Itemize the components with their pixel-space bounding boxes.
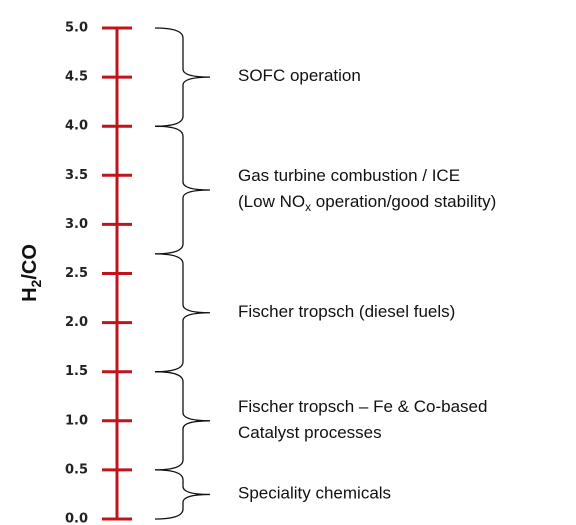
range-brace bbox=[154, 27, 211, 127]
axis-label: H2/CO bbox=[19, 244, 44, 302]
tick-label: 0.5 bbox=[65, 462, 88, 477]
label-part: Catalyst processes bbox=[238, 423, 382, 442]
range-label: (Low NOx operation/good stability) bbox=[238, 193, 496, 215]
range-brace bbox=[154, 253, 211, 373]
label-part: (Low NO bbox=[238, 193, 305, 212]
range-label: Fischer tropsch (diesel fuels) bbox=[238, 302, 455, 321]
tick-label: 1.5 bbox=[65, 364, 88, 379]
tick-label: 2.5 bbox=[65, 266, 88, 281]
range-brace bbox=[154, 371, 211, 471]
range-brace bbox=[154, 125, 211, 255]
tick-label: 3.5 bbox=[65, 168, 88, 183]
tick-label: 1.0 bbox=[65, 413, 88, 428]
axis-label-rest: /CO bbox=[19, 244, 41, 280]
label-part: Speciality chemicals bbox=[238, 484, 391, 503]
axis-label-sub: 2 bbox=[28, 279, 44, 287]
tick-label: 4.5 bbox=[65, 70, 88, 85]
tick-label: 0.0 bbox=[65, 512, 88, 525]
range-label: SOFC operation bbox=[238, 67, 361, 86]
label-part: SOFC operation bbox=[238, 67, 361, 86]
range-label: Fischer tropsch – Fe & Co-based bbox=[238, 397, 487, 416]
tick-label: 5.0 bbox=[65, 21, 88, 36]
label-part: Fischer tropsch – Fe & Co-based bbox=[238, 397, 487, 416]
tick-label: 3.0 bbox=[65, 217, 88, 232]
range-label: Speciality chemicals bbox=[238, 484, 391, 503]
label-part: operation/good stability) bbox=[311, 193, 496, 212]
label-part: Fischer tropsch (diesel fuels) bbox=[238, 302, 455, 321]
label-part: Gas turbine combustion / ICE bbox=[238, 167, 460, 186]
axis-label-main: H bbox=[19, 287, 41, 301]
subscript: x bbox=[305, 200, 311, 214]
tick-label: 2.0 bbox=[65, 315, 88, 330]
tick-label: 4.0 bbox=[65, 119, 88, 134]
range-brace bbox=[154, 469, 211, 520]
range-label: Gas turbine combustion / ICE bbox=[238, 167, 460, 186]
range-label: Catalyst processes bbox=[238, 423, 382, 442]
